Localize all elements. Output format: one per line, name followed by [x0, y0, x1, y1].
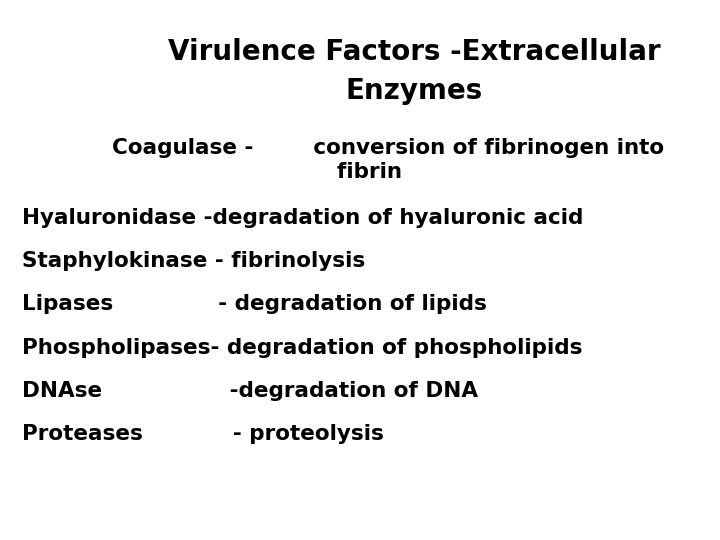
Text: DNAse                 -degradation of DNA: DNAse -degradation of DNA: [22, 381, 477, 401]
Text: Staphylokinase - fibrinolysis: Staphylokinase - fibrinolysis: [22, 251, 365, 271]
Text: Proteases            - proteolysis: Proteases - proteolysis: [22, 424, 384, 444]
Text: Lipases              - degradation of lipids: Lipases - degradation of lipids: [22, 294, 487, 314]
Text: Phospholipases- degradation of phospholipids: Phospholipases- degradation of phospholi…: [22, 338, 582, 357]
Text: Coagulase -        conversion of fibrinogen into
                              f: Coagulase - conversion of fibrinogen int…: [112, 138, 664, 183]
Text: Virulence Factors -Extracellular
Enzymes: Virulence Factors -Extracellular Enzymes: [168, 38, 660, 105]
Text: Hyaluronidase -degradation of hyaluronic acid: Hyaluronidase -degradation of hyaluronic…: [22, 208, 583, 228]
